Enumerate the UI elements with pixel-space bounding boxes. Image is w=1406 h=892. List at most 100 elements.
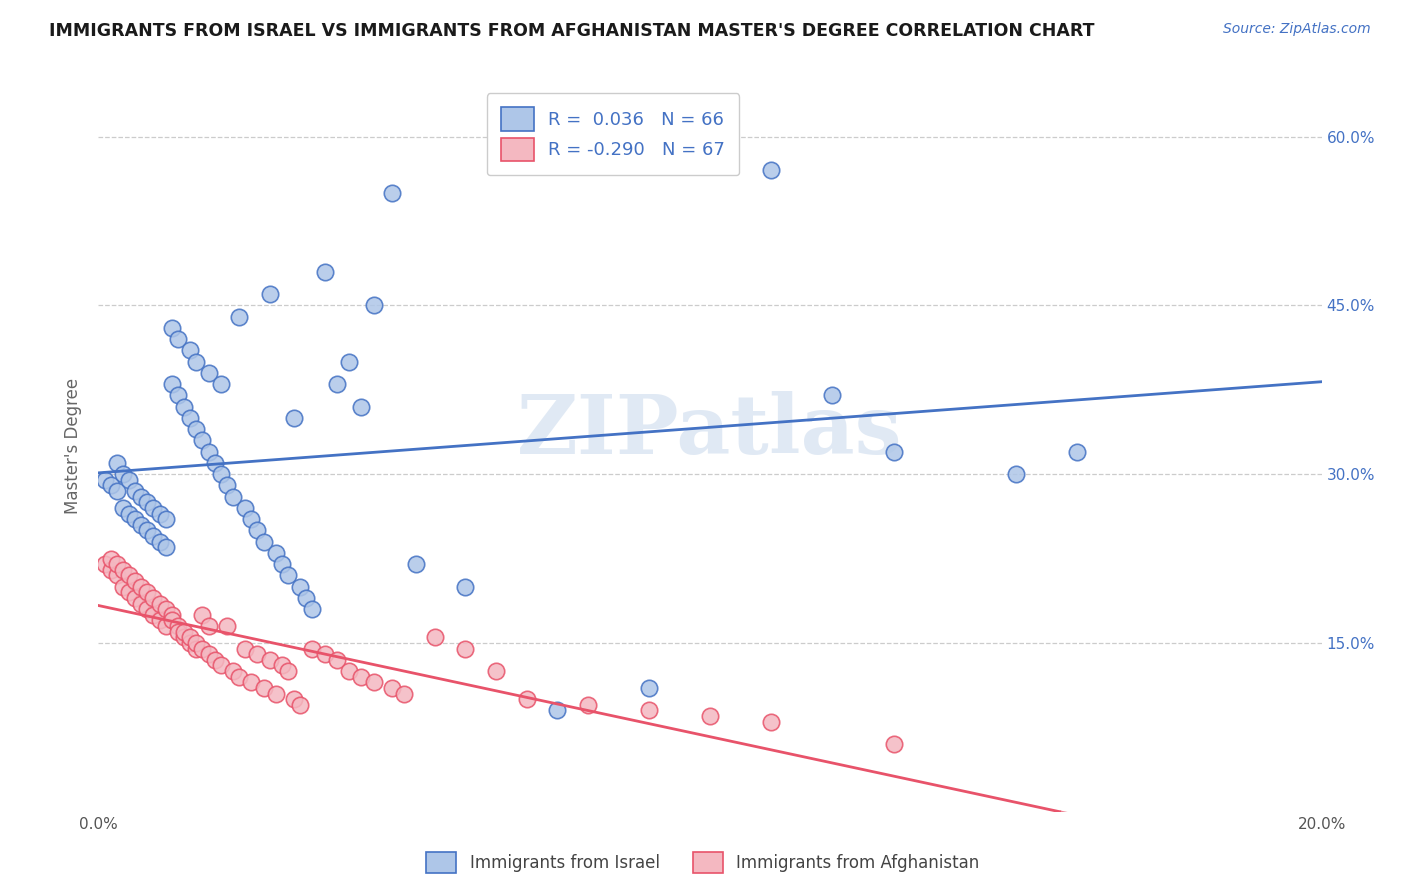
Point (105, 483, 128, 498)
Point (179, 410, 201, 425)
Point (277, 664, 299, 678)
Point (136, 602, 159, 616)
Point (105, 456, 128, 470)
Point (363, 298, 385, 312)
Point (485, 664, 508, 678)
Point (111, 467, 134, 482)
Text: IMMIGRANTS FROM ISRAEL VS IMMIGRANTS FROM AFGHANISTAN MASTER'S DEGREE CORRELATIO: IMMIGRANTS FROM ISRAEL VS IMMIGRANTS FRO… (49, 22, 1095, 40)
Point (228, 310, 250, 324)
Point (179, 343, 201, 358)
Point (252, 534, 274, 549)
Point (883, 737, 905, 751)
Point (233, 641, 256, 656)
Point (118, 568, 141, 582)
Point (215, 478, 238, 492)
Point (246, 647, 269, 661)
Point (129, 517, 152, 532)
Point (93, 557, 115, 571)
Point (118, 585, 141, 599)
Point (326, 377, 349, 392)
Point (100, 478, 122, 492)
Text: Source: ZipAtlas.com: Source: ZipAtlas.com (1223, 22, 1371, 37)
Point (186, 422, 208, 436)
Point (155, 512, 177, 526)
Point (142, 500, 165, 515)
Point (197, 647, 219, 661)
Point (160, 377, 183, 392)
Point (381, 681, 404, 695)
Point (111, 563, 134, 577)
Point (204, 456, 226, 470)
Point (363, 675, 385, 690)
Point (259, 653, 281, 667)
Text: ZIPatlas: ZIPatlas (517, 392, 903, 471)
Point (222, 664, 245, 678)
Point (1066, 444, 1088, 458)
Point (124, 591, 146, 605)
Point (197, 444, 219, 458)
Point (186, 641, 208, 656)
Point (699, 709, 721, 723)
Point (191, 641, 214, 656)
Point (197, 619, 219, 633)
Point (454, 641, 477, 656)
Point (209, 658, 232, 673)
Point (576, 698, 599, 712)
Point (270, 557, 292, 571)
Point (283, 410, 305, 425)
Point (283, 692, 305, 706)
Point (142, 529, 165, 543)
Point (759, 163, 782, 178)
Point (228, 670, 250, 684)
Point (167, 624, 190, 639)
Point (314, 647, 336, 661)
Point (186, 354, 208, 368)
Point (209, 467, 232, 482)
Point (191, 607, 214, 622)
Point (111, 500, 134, 515)
Point (1004, 467, 1026, 482)
Point (155, 602, 177, 616)
Point (516, 692, 538, 706)
Point (246, 524, 269, 538)
Point (454, 580, 477, 594)
Legend: Immigrants from Israel, Immigrants from Afghanistan: Immigrants from Israel, Immigrants from … (420, 846, 986, 880)
Point (240, 512, 263, 526)
Point (124, 574, 146, 588)
Point (142, 607, 165, 622)
Point (149, 597, 172, 611)
Point (637, 703, 661, 717)
Point (173, 630, 195, 644)
Point (277, 568, 299, 582)
Point (883, 444, 905, 458)
Point (637, 681, 661, 695)
Point (124, 512, 146, 526)
Point (136, 495, 159, 509)
Point (821, 388, 844, 402)
Point (105, 568, 128, 582)
Point (186, 636, 208, 650)
Point (423, 630, 446, 644)
Point (149, 534, 172, 549)
Point (160, 321, 183, 335)
Point (167, 332, 190, 346)
Point (149, 614, 172, 628)
Point (264, 687, 287, 701)
Point (381, 186, 404, 200)
Point (129, 490, 152, 504)
Point (337, 354, 360, 368)
Point (197, 366, 219, 380)
Point (149, 507, 172, 521)
Point (699, 118, 721, 132)
Point (136, 524, 159, 538)
Point (155, 619, 177, 633)
Point (222, 490, 245, 504)
Point (142, 591, 165, 605)
Point (160, 607, 183, 622)
Point (259, 287, 281, 301)
Point (160, 614, 183, 628)
Y-axis label: Master's Degree: Master's Degree (65, 378, 83, 514)
Legend: R =  0.036   N = 66, R = -0.290   N = 67: R = 0.036 N = 66, R = -0.290 N = 67 (486, 93, 740, 176)
Point (191, 434, 214, 448)
Point (215, 619, 238, 633)
